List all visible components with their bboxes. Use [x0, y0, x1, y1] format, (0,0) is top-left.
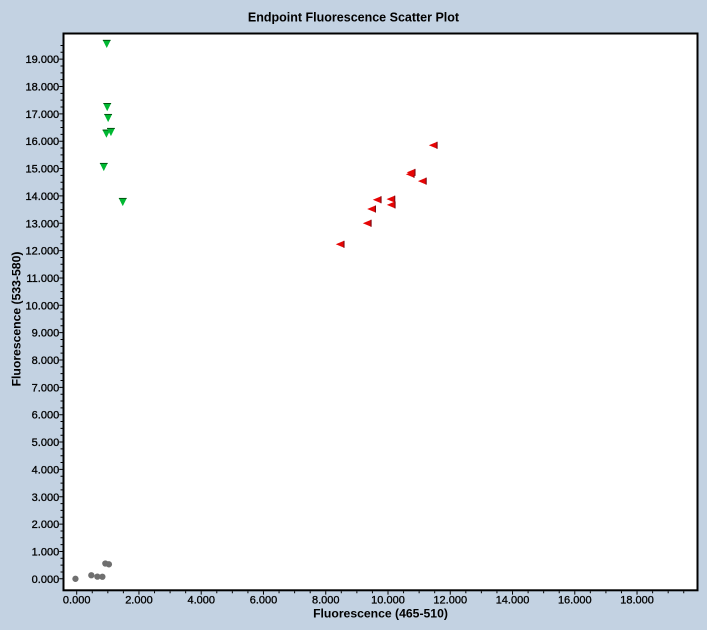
svg-text:8.000: 8.000 — [32, 355, 60, 367]
svg-text:12.000: 12.000 — [26, 246, 60, 258]
svg-text:12.000: 12.000 — [433, 595, 467, 607]
svg-text:1.000: 1.000 — [32, 546, 60, 558]
svg-text:13.000: 13.000 — [26, 218, 60, 230]
svg-text:19.000: 19.000 — [26, 54, 60, 66]
svg-text:16.000: 16.000 — [558, 595, 592, 607]
svg-text:2.000: 2.000 — [125, 595, 153, 607]
svg-text:2.000: 2.000 — [32, 519, 60, 531]
svg-text:15.000: 15.000 — [26, 164, 60, 176]
svg-text:4.000: 4.000 — [32, 464, 60, 476]
svg-text:6.000: 6.000 — [32, 410, 60, 422]
svg-text:8.000: 8.000 — [312, 595, 340, 607]
svg-text:6.000: 6.000 — [250, 595, 278, 607]
svg-text:Endpoint Fluorescence Scatter: Endpoint Fluorescence Scatter Plot — [248, 10, 460, 24]
svg-text:18.000: 18.000 — [26, 82, 60, 94]
svg-text:3.000: 3.000 — [32, 492, 60, 504]
svg-text:Fluorescence (465-510): Fluorescence (465-510) — [313, 607, 448, 621]
svg-text:16.000: 16.000 — [26, 136, 60, 148]
svg-text:9.000: 9.000 — [32, 328, 60, 340]
svg-text:0.000: 0.000 — [63, 595, 91, 607]
svg-text:11.000: 11.000 — [26, 273, 59, 285]
svg-text:7.000: 7.000 — [32, 382, 60, 394]
svg-text:10.000: 10.000 — [26, 300, 60, 312]
svg-text:Fluorescence (533-580): Fluorescence (533-580) — [10, 252, 24, 387]
svg-text:5.000: 5.000 — [32, 437, 60, 449]
svg-text:17.000: 17.000 — [26, 109, 60, 121]
svg-text:14.000: 14.000 — [26, 191, 60, 203]
svg-text:10.000: 10.000 — [371, 595, 405, 607]
svg-text:4.000: 4.000 — [187, 595, 215, 607]
svg-text:14.000: 14.000 — [496, 595, 530, 607]
svg-text:0.000: 0.000 — [32, 574, 60, 586]
svg-text:18.000: 18.000 — [620, 595, 654, 607]
